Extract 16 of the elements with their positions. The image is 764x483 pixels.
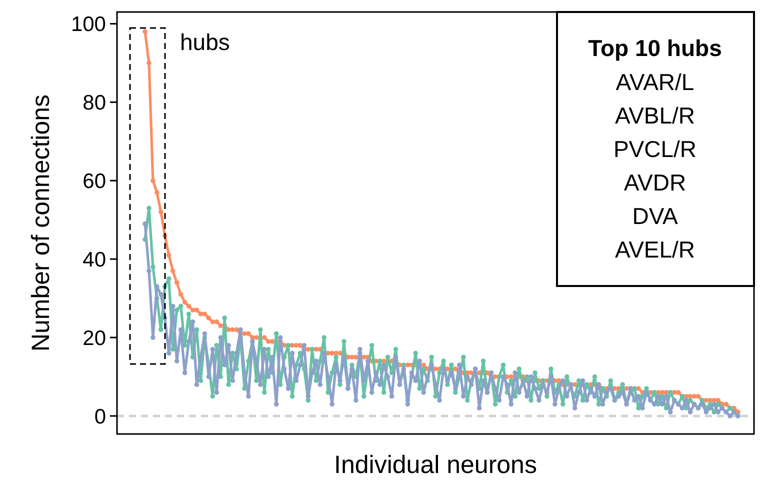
- annotation: PVCL/R: [613, 136, 697, 162]
- annotation: AVDR: [624, 170, 686, 196]
- annotation: Top 10 hubs: [588, 35, 722, 61]
- annotation: AVBL/R: [614, 102, 696, 128]
- annotation: AVAR/L: [616, 69, 694, 95]
- annotation: hubs: [180, 29, 230, 55]
- x-axis-title: Individual neurons: [334, 451, 537, 479]
- y-tick-label: 40: [82, 248, 106, 272]
- annotation: DVA: [632, 203, 678, 229]
- y-tick-label: 80: [82, 92, 106, 115]
- y-tick-label: 60: [82, 170, 106, 193]
- y-tick-label: 0: [94, 405, 106, 428]
- y-axis-title: Number of connections: [27, 94, 55, 352]
- y-tick-label: 100: [70, 13, 106, 36]
- y-tick-label: 20: [82, 326, 106, 350]
- annotation: AVEL/R: [614, 236, 696, 262]
